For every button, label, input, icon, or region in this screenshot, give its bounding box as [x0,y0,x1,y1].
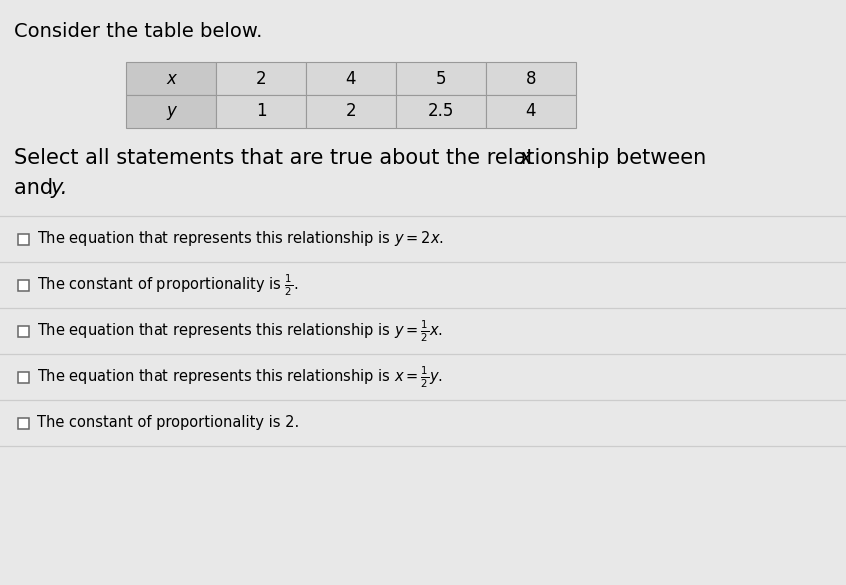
Bar [216,62,306,95]
Bar [18,233,29,245]
Bar [18,325,29,336]
Bar [306,62,396,95]
Text: and: and [14,178,60,198]
Bar [126,95,216,128]
Bar [396,95,486,128]
Bar [18,371,29,383]
Bar [18,280,29,291]
Bar [486,62,576,95]
Text: The equation that represents this relationship is $x = \frac{1}{2}y$.: The equation that represents this relati… [37,364,443,390]
Bar [486,95,576,128]
Bar [306,95,396,128]
Text: Consider the table below.: Consider the table below. [14,22,262,41]
Bar [396,62,486,95]
Text: 2.5: 2.5 [428,102,454,121]
Text: 2: 2 [346,102,356,121]
Text: 8: 8 [525,70,536,88]
Text: y: y [166,102,176,121]
Text: The equation that represents this relationship is $y = \frac{1}{2}x$.: The equation that represents this relati… [37,318,443,343]
Text: Select all statements that are true about the relationship between: Select all statements that are true abou… [14,148,713,168]
Text: The equation that represents this relationship is $y = 2x$.: The equation that represents this relati… [37,229,444,249]
Bar [18,418,29,428]
Text: y.: y. [51,178,69,198]
Text: 4: 4 [346,70,356,88]
Text: 2: 2 [255,70,266,88]
Text: 4: 4 [525,102,536,121]
Bar [126,62,216,95]
Text: The constant of proportionality is $\frac{1}{2}$.: The constant of proportionality is $\fra… [37,273,299,298]
Bar [216,95,306,128]
Text: 1: 1 [255,102,266,121]
Text: The constant of proportionality is 2.: The constant of proportionality is 2. [37,415,299,431]
Text: x: x [520,148,532,168]
Text: x: x [166,70,176,88]
Text: 5: 5 [436,70,446,88]
